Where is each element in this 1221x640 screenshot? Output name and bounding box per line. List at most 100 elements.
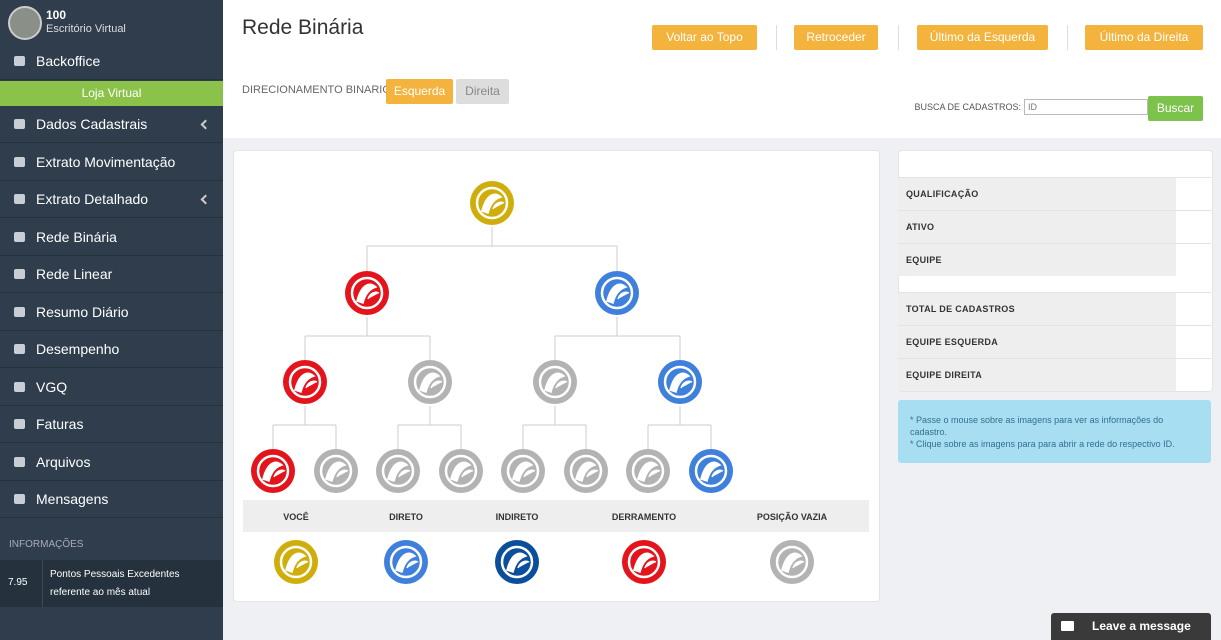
summary-label: QUALIFICAÇÃO	[898, 178, 1176, 210]
menu-item[interactable]: Extrato Movimentação	[0, 144, 223, 181]
node-ring	[256, 454, 290, 488]
menu-item[interactable]: Resumo Diário	[0, 294, 223, 331]
connector	[397, 406, 462, 449]
node-swoosh	[781, 552, 805, 573]
nav-button[interactable]: Último da Esquerda	[917, 25, 1048, 50]
legend-label: INDIRETO	[496, 512, 539, 522]
node-ring	[444, 454, 478, 488]
menu-item[interactable]: Mensagens	[0, 481, 223, 518]
info-text: Pontos Pessoais Excedentes	[50, 569, 180, 580]
node-swoosh	[506, 552, 530, 573]
node-ring	[631, 454, 665, 488]
menu-icon	[14, 419, 25, 429]
node-swoosh	[633, 552, 657, 573]
connector	[554, 317, 681, 360]
connector	[366, 227, 618, 271]
menu-label: Mensagens	[36, 491, 109, 507]
node-ring	[279, 545, 313, 579]
connector	[272, 406, 337, 449]
header	[223, 0, 1221, 138]
search-input[interactable]	[1024, 99, 1148, 115]
node-ring	[288, 365, 322, 399]
info-value: 7.95	[8, 577, 28, 588]
user-subtitle: Escritório Virtual	[46, 23, 126, 35]
connector	[304, 317, 431, 360]
menu-icon	[14, 56, 25, 66]
menu-label: Extrato Detalhado	[36, 191, 149, 207]
menu-item[interactable]: Extrato Detalhado	[0, 181, 223, 218]
node-swoosh	[606, 283, 630, 304]
note: * Clique sobre as imagens para para abri…	[910, 439, 1175, 449]
menu-item[interactable]: Arquivos	[0, 444, 223, 481]
node-ring	[500, 545, 534, 579]
menu-item[interactable]: Desempenho	[0, 331, 223, 368]
menu-icon	[14, 494, 25, 504]
node-swoosh	[262, 461, 286, 482]
menu-item[interactable]: Faturas	[0, 406, 223, 443]
summary-label: EQUIPE DIREITA	[898, 359, 1176, 391]
menu-item[interactable]: Backoffice	[0, 43, 223, 80]
info-box: 7.95 Pontos Pessoais Excedentes referent…	[0, 560, 223, 607]
direction-label: DIRECIONAMENTO BINARIO:	[242, 84, 394, 96]
menu-icon	[14, 194, 25, 204]
menu-item[interactable]: Dados Cadastrais	[0, 106, 223, 143]
info-header: INFORMAÇÕES	[9, 539, 84, 550]
node-ring	[350, 276, 384, 310]
legend-label: VOCÊ	[283, 511, 309, 522]
nav-button[interactable]: Voltar ao Topo	[652, 25, 757, 50]
node-ring	[775, 545, 809, 579]
avatar[interactable]	[8, 6, 42, 40]
menu-icon	[14, 119, 25, 129]
menu-icon	[14, 269, 25, 279]
legend-bar	[243, 500, 869, 532]
node-ring	[600, 276, 634, 310]
nav-button[interactable]: Retroceder	[794, 25, 878, 50]
menu-label: Rede Linear	[36, 266, 113, 282]
legend-label: POSIÇÃO VAZIA	[757, 512, 828, 522]
menu-item[interactable]: VGQ	[0, 369, 223, 406]
menu-label: Desempenho	[36, 341, 120, 357]
store-link[interactable]: Loja Virtual	[0, 81, 223, 106]
menu-item[interactable]: Rede Binária	[0, 219, 223, 256]
direction-left[interactable]: Esquerda	[386, 79, 453, 104]
node-ring	[627, 545, 661, 579]
menu-label: Rede Binária	[36, 229, 117, 245]
menu-label: Arquivos	[36, 454, 91, 470]
node-swoosh	[356, 283, 380, 304]
sidebar: 100 Escritório Virtual Loja Virtual INFO…	[0, 0, 223, 640]
menu-label: Dados Cadastrais	[36, 116, 148, 132]
summary-label: ATIVO	[898, 211, 1176, 243]
chat-widget[interactable]: Leave a message	[1051, 613, 1211, 640]
menu-icon	[14, 307, 25, 317]
menu-icon	[14, 457, 25, 467]
search-button[interactable]: Buscar	[1148, 96, 1203, 121]
node-ring	[506, 454, 540, 488]
menu-label: Resumo Diário	[36, 304, 129, 320]
menu-icon	[14, 232, 25, 242]
connector	[647, 406, 712, 449]
menu-icon	[14, 157, 25, 167]
node-swoosh	[575, 461, 599, 482]
direction-right[interactable]: Direita	[456, 79, 509, 104]
info-text: referente ao mês atual	[50, 587, 151, 598]
legend-label: DERRAMENTO	[612, 512, 676, 522]
summary-row: EQUIPE	[898, 243, 1211, 276]
node-ring	[663, 365, 697, 399]
node-swoosh	[450, 461, 474, 482]
menu-item[interactable]: Rede Linear	[0, 256, 223, 293]
summary-label: EQUIPE	[898, 244, 1176, 276]
summary-row: ATIVO	[898, 210, 1211, 243]
menu-label: Faturas	[36, 416, 84, 432]
legend-label: DIRETO	[389, 512, 423, 522]
chat-label: Leave a message	[1092, 619, 1191, 633]
node-ring	[694, 454, 728, 488]
nav-button[interactable]: Último da Direita	[1085, 25, 1203, 50]
summary-row: QUALIFICAÇÃO	[898, 177, 1211, 210]
node-ring	[319, 454, 353, 488]
node-swoosh	[481, 193, 505, 214]
menu-label: VGQ	[36, 379, 68, 395]
menu-label: Backoffice	[36, 53, 101, 69]
note: * Passe o mouse sobre as imagens para ve…	[910, 415, 1164, 437]
notes: * Passe o mouse sobre as imagens para ve…	[898, 400, 1211, 463]
